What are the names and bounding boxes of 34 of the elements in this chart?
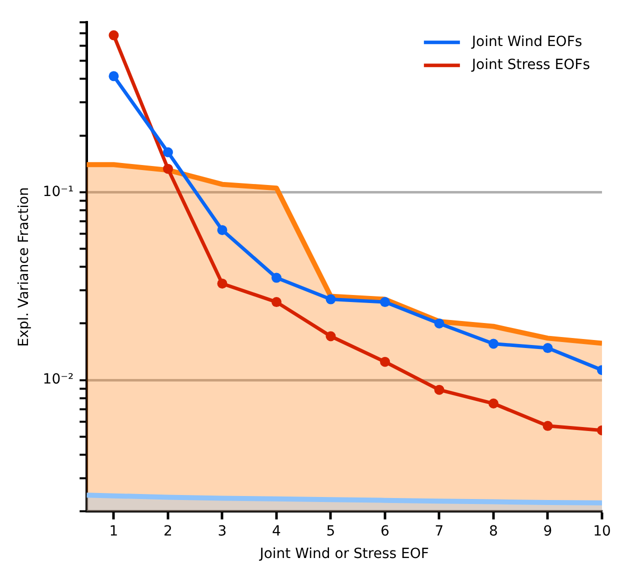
point xyxy=(434,318,444,328)
x-tick-label: 4 xyxy=(272,523,282,540)
y-tick-label: 10⁻² xyxy=(42,372,74,388)
point xyxy=(108,71,119,82)
point xyxy=(326,294,336,304)
point xyxy=(271,272,282,283)
point xyxy=(488,338,498,349)
y-tick-label: 10⁻¹ xyxy=(42,184,74,200)
point xyxy=(162,164,173,174)
point xyxy=(380,297,390,308)
point xyxy=(542,343,553,354)
point xyxy=(217,278,228,289)
x-tick-label: 2 xyxy=(164,523,172,540)
legend-label: Joint Wind EOFs xyxy=(470,34,582,50)
x-tick-label: 7 xyxy=(434,523,444,540)
point xyxy=(108,30,119,40)
x-tick-label: 9 xyxy=(543,523,552,540)
point xyxy=(271,297,282,308)
legend-label: Joint Stress EOFs xyxy=(470,57,590,74)
point xyxy=(542,420,553,431)
point xyxy=(162,147,173,158)
point xyxy=(434,384,444,395)
point xyxy=(380,356,390,367)
point xyxy=(326,331,336,342)
point xyxy=(217,225,228,236)
x-tick-label: 3 xyxy=(218,523,227,540)
x-tick-label: 8 xyxy=(489,523,498,540)
x-tick-label: 10 xyxy=(593,523,611,540)
x-tick-label: 6 xyxy=(380,523,390,540)
x-tick-label: 5 xyxy=(326,523,336,540)
x-axis-title: Joint Wind or Stress EOF xyxy=(258,546,429,562)
y-axis-title: Expl. Variance Fraction xyxy=(16,187,32,347)
x-tick-label: 1 xyxy=(109,523,118,540)
point xyxy=(488,398,498,409)
